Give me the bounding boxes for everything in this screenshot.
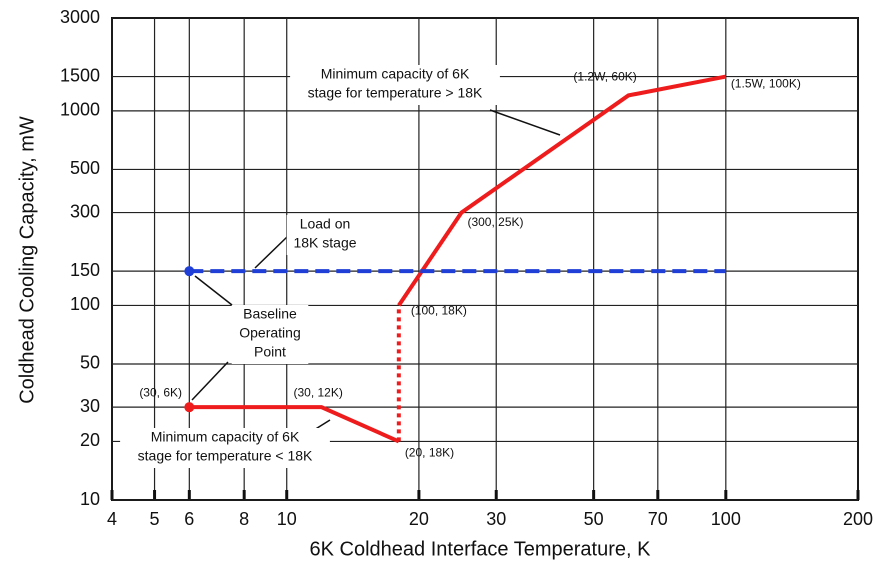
annotation: Operating [239,325,300,341]
annotation: 18K stage [293,235,356,251]
y-tick-label: 150 [70,260,100,280]
x-axis-title: 6K Coldhead Interface Temperature, K [310,538,652,560]
x-tick-label: 6 [184,509,194,529]
y-tick-label: 10 [80,489,100,509]
x-tick-label: 30 [486,509,506,529]
annotation: Baseline [243,306,297,322]
x-tick-label: 20 [409,509,429,529]
point-label: (100, 18K) [411,304,467,318]
annotation-bg [120,428,330,468]
point-label: (30, 12K) [293,385,342,399]
x-tick-label: 4 [107,509,117,529]
series-layer [189,74,727,444]
annotation: stage for temperature > 18K [308,85,483,101]
x-tick-label: 100 [711,509,741,529]
leader-line [191,361,229,401]
y-axis-title: Coldhead Cooling Capacity, mW [16,116,38,404]
y-tick-label: 3000 [60,7,100,27]
y-tick-label: 1000 [60,100,100,120]
annotation-bg [286,215,364,255]
y-tick-label: 20 [80,430,100,450]
leader-line [194,275,233,306]
annotation-bg [231,305,309,364]
series-line [189,405,400,444]
y-tick-label: 1500 [60,65,100,85]
x-tick-label: 10 [277,509,297,529]
annotation: Minimum capacity of 6K [151,429,300,445]
point-label: (20, 18K) [405,446,454,460]
y-tick-label: 50 [80,353,100,373]
point-label: (1.5W, 100K) [731,77,801,91]
point-marker [184,266,195,277]
annotation: Minimum capacity of 6K [321,66,470,82]
x-tick-label: 5 [150,509,160,529]
series-line [397,74,727,307]
y-tick-label: 500 [70,158,100,178]
x-tick-label: 8 [239,509,249,529]
point-marker [184,402,195,413]
leader-line [489,109,561,136]
x-tick-label: 70 [648,509,668,529]
y-tick-label: 100 [70,294,100,314]
y-tick-label: 300 [70,201,100,221]
annotation: Load on [300,216,351,232]
point-label: (1.2W, 60K) [573,70,636,84]
annotation: stage for temperature < 18K [138,448,313,464]
point-label: (30, 6K) [139,385,182,399]
x-tick-label: 50 [584,509,604,529]
leader-line [254,235,289,269]
point-label: (300, 25K) [467,215,523,229]
x-tick-label: 200 [843,509,873,529]
annotation: Point [254,344,286,360]
y-tick-label: 30 [80,396,100,416]
annotation-bg [290,65,500,105]
